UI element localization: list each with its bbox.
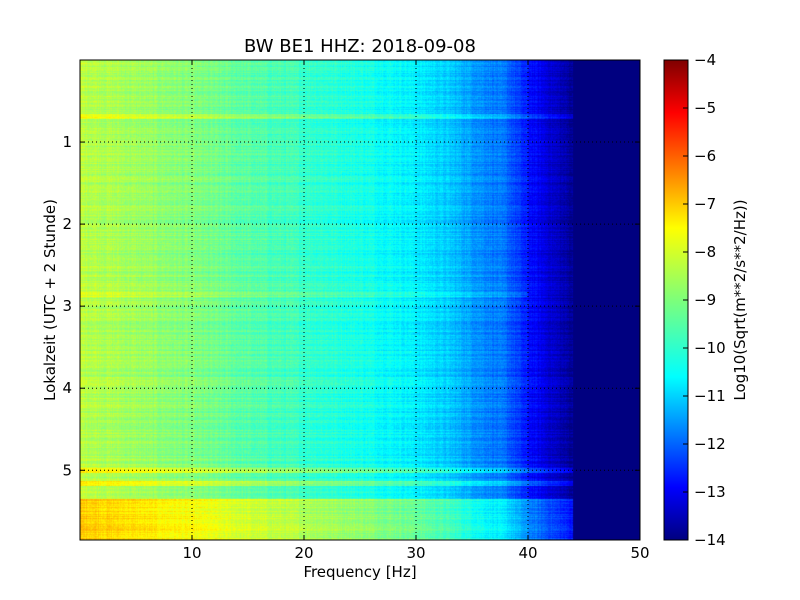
colorbar-tick-label: −8 bbox=[694, 243, 716, 261]
y-tick-label: 2 bbox=[62, 215, 72, 233]
colorbar-label: Log10(Sqrt(m**2/s**2/Hz)) bbox=[731, 199, 749, 400]
y-axis: 1 2 3 4 5 bbox=[62, 133, 640, 479]
x-tick-label: 30 bbox=[406, 544, 425, 562]
colorbar-ticks: −4 −5 −6 −7 −8 −9 −10 −11 −12 −13 −14 bbox=[683, 51, 726, 549]
colorbar-tick-label: −4 bbox=[694, 51, 716, 69]
plot-frame bbox=[79, 59, 641, 541]
x-tick-label: 10 bbox=[182, 544, 201, 562]
colorbar-tick-label: −11 bbox=[694, 387, 726, 405]
colorbar-tick-label: −7 bbox=[694, 195, 716, 213]
x-tick-label: 50 bbox=[630, 544, 649, 562]
x-axis: 10 20 30 40 50 bbox=[182, 60, 650, 562]
colorbar-tick-label: −9 bbox=[694, 291, 716, 309]
colorbar-tick-label: −13 bbox=[694, 483, 726, 501]
colorbar-tick-label: −5 bbox=[694, 99, 716, 117]
x-axis-label: Frequency [Hz] bbox=[303, 563, 416, 581]
grid-lines bbox=[80, 60, 640, 540]
y-tick-label: 5 bbox=[62, 461, 72, 479]
y-tick-label: 1 bbox=[62, 133, 72, 151]
y-tick-label: 3 bbox=[62, 297, 72, 315]
x-tick-label: 40 bbox=[518, 544, 537, 562]
spectrogram-heatmap bbox=[80, 60, 640, 540]
colorbar-tick-label: −6 bbox=[694, 147, 716, 165]
x-tick-label: 20 bbox=[294, 544, 313, 562]
colorbar-tick-label: −10 bbox=[694, 339, 726, 357]
colorbar-tick-label: −12 bbox=[694, 435, 726, 453]
y-tick-label: 4 bbox=[62, 379, 72, 397]
chart-title: BW BE1 HHZ: 2018-09-08 bbox=[244, 36, 476, 57]
y-axis-label: Lokalzeit (UTC + 2 Stunde) bbox=[41, 199, 59, 401]
colorbar-tick-label: −14 bbox=[694, 531, 726, 549]
